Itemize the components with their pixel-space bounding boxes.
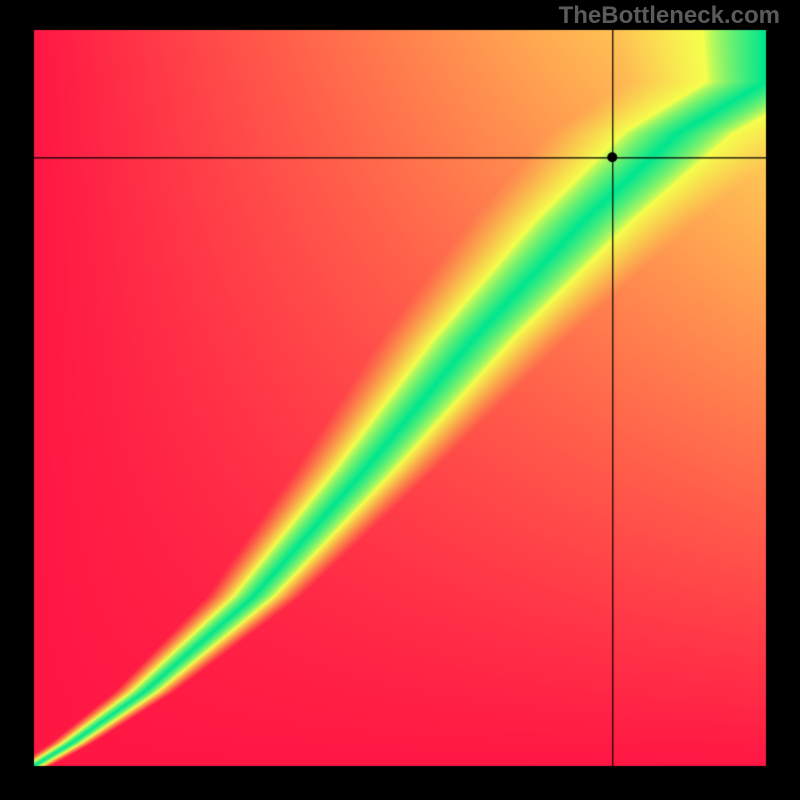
bottleneck-heatmap [0,0,800,800]
chart-container: TheBottleneck.com [0,0,800,800]
watermark-text: TheBottleneck.com [559,2,780,30]
